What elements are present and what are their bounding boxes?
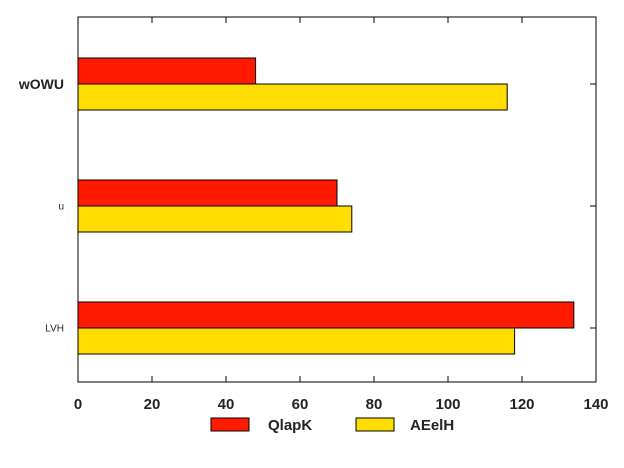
- legend-label-QlapK: QlapK: [268, 417, 312, 434]
- bar-AEelH-wOWU: [77, 83, 508, 111]
- legend: QlapK AEelH: [210, 417, 454, 434]
- bar-QlapK-u: [77, 179, 338, 207]
- x-tick-label: 140: [583, 396, 608, 413]
- x-tick-label: 20: [144, 396, 161, 413]
- x-tick-label: 40: [218, 396, 235, 413]
- legend-label-AEelH: AEelH: [410, 417, 454, 434]
- legend-swatch-AEelH: [355, 417, 395, 432]
- bar-QlapK-wOWU: [77, 57, 257, 85]
- category-label: wOWU: [18, 76, 64, 92]
- legend-swatch-QlapK: [210, 417, 250, 432]
- x-tick-label: 0: [74, 396, 82, 413]
- category-labels-group: wOWU u LVH: [18, 76, 64, 335]
- bars-group: [77, 57, 575, 355]
- x-tick-label: 100: [435, 396, 460, 413]
- ticks-group: [77, 17, 597, 382]
- x-tick-label: 80: [366, 396, 383, 413]
- category-label: u: [58, 202, 64, 213]
- x-tick-label: 60: [292, 396, 309, 413]
- x-tick-labels-group: 0 20 40 60 80 100 120 140: [74, 396, 609, 413]
- x-tick-label: 120: [509, 396, 534, 413]
- bar-QlapK-LVH: [77, 301, 575, 329]
- bar-AEelH-LVH: [77, 327, 516, 355]
- plot-area-frame: [77, 16, 597, 383]
- bar-AEelH-u: [77, 205, 353, 233]
- category-label: LVH: [45, 324, 64, 335]
